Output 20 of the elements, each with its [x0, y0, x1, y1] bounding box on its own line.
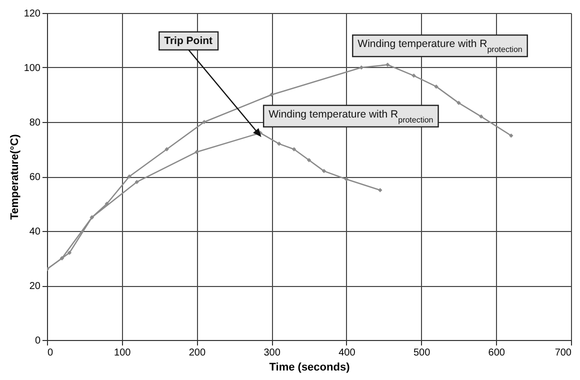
x-tick-label: 100 — [114, 348, 132, 358]
x-tick-label: 0 — [48, 348, 54, 358]
x-tick-label: 700 — [554, 348, 572, 358]
y-tick-label: 80 — [29, 118, 41, 128]
y-axis-title: Temperature(°C) — [8, 134, 21, 220]
annotation: Winding temperature with R$_{protection}$ — [268, 108, 434, 124]
x-tick-label: 300 — [264, 348, 281, 358]
x-axis-title: Time (seconds) — [269, 362, 350, 374]
x-tick-label: 500 — [413, 348, 431, 358]
x-tick-label: 400 — [338, 348, 356, 358]
y-tick-label: 60 — [29, 172, 41, 183]
x-tick-label: 200 — [188, 348, 206, 358]
y-tick-label: 100 — [24, 63, 41, 74]
x-tick-label: 600 — [488, 348, 506, 358]
annotation: Trip Point — [164, 34, 214, 47]
y-tick-label: 0 — [34, 336, 41, 346]
annotation: Winding temperature with R$_{protection}$ — [358, 38, 522, 54]
y-tick-label: 120 — [24, 8, 41, 20]
y-tick-label: 20 — [29, 281, 41, 292]
y-tick-label: 40 — [29, 226, 41, 238]
